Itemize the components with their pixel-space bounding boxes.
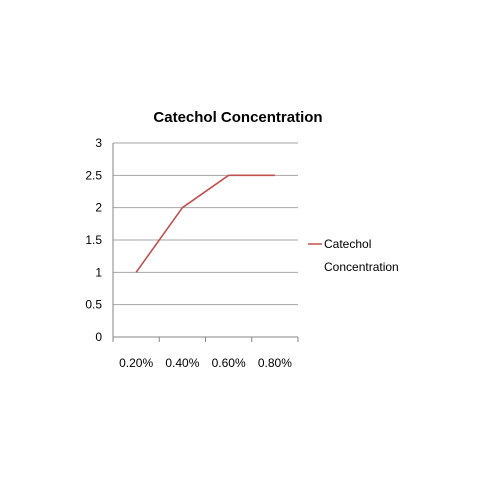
legend-label-line-1: Catechol	[324, 237, 371, 251]
x-tick-label: 0.20%	[119, 356, 153, 370]
x-tick-labels: 0.20% 0.40% 0.60% 0.80%	[119, 356, 292, 370]
y-tick-label: 3	[95, 136, 102, 150]
axes	[112, 143, 299, 342]
y-tick-label: 1.5	[85, 233, 102, 247]
x-tick-label: 0.40%	[165, 356, 199, 370]
x-tick-label: 0.80%	[258, 356, 292, 370]
y-tick-label: 2	[95, 201, 102, 215]
series-line	[135, 174, 275, 273]
y-tick-labels: 0 0.5 1 1.5 2 2.5 3	[85, 136, 102, 344]
chart-title: Catechol Concentration	[153, 109, 322, 126]
y-tick-label: 0	[95, 330, 102, 344]
legend: Catechol Concentration	[308, 237, 399, 274]
y-tick-label: 0.5	[85, 298, 102, 312]
x-tick-label: 0.60%	[212, 356, 246, 370]
y-tick-label: 2.5	[85, 168, 102, 182]
y-tick-label: 1	[95, 265, 102, 279]
series	[135, 174, 275, 273]
gridlines	[113, 142, 298, 306]
legend-label-line-2: Concentration	[324, 260, 399, 274]
